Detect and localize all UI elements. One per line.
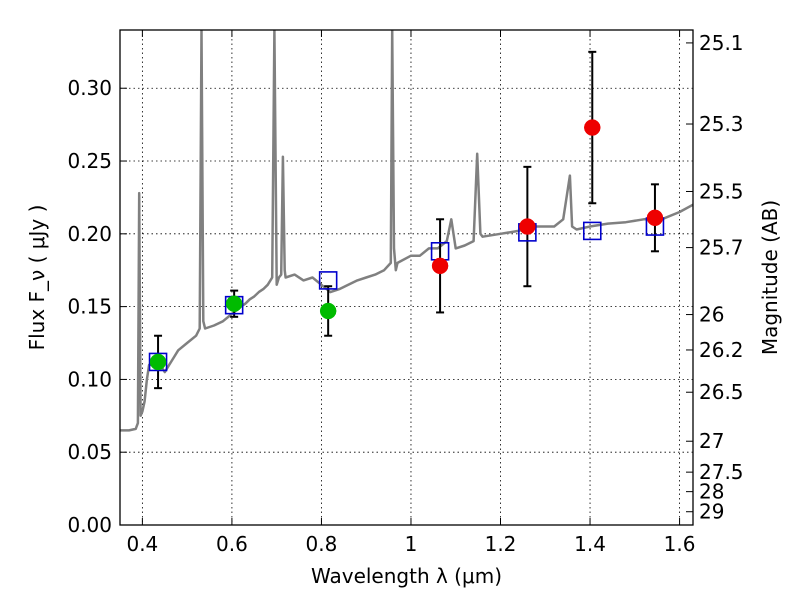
tick-layer: 0.4 0.6 0.8 1 1.2 1.4 1.6 0.00 0.05 0.10 0.15 0.20 0… — [67, 30, 744, 556]
x-tick-label: 1.2 — [485, 532, 517, 556]
y-tick-label: 0.10 — [67, 367, 112, 391]
y-tick-label: 0.00 — [67, 513, 112, 537]
right-tick-label: 27 — [699, 429, 724, 453]
observed-point — [149, 353, 167, 371]
errorbar-layer — [154, 50, 659, 390]
spectrum-layer — [120, 30, 693, 432]
right-tick-label: 27.5 — [699, 460, 744, 484]
plot-frame — [119, 29, 694, 526]
observed-point — [225, 295, 243, 312]
spectrum-line — [120, 30, 693, 432]
x-tick-label: 0.6 — [216, 532, 248, 556]
observed-point — [646, 209, 664, 227]
y-tick-label: 0.05 — [67, 440, 112, 464]
observed-point — [519, 218, 536, 235]
right-tick-label: 28 — [699, 480, 724, 504]
right-tick-label: 26 — [699, 303, 724, 327]
y-tick-label: 0.20 — [67, 222, 112, 246]
x-tick-label: 0.8 — [306, 532, 338, 556]
observed-point — [431, 257, 449, 275]
y-tick-label: 0.30 — [67, 76, 112, 100]
x-tick-label: 1.4 — [574, 532, 606, 556]
x-tick-label: 0.4 — [126, 532, 158, 556]
grid-lines — [120, 30, 693, 526]
right-tick-label: 25.7 — [699, 236, 744, 260]
y-tick-label: 0.15 — [67, 295, 112, 319]
right-tick-label: 29 — [699, 500, 724, 524]
right-tick-label: 25.1 — [699, 31, 744, 55]
model-point — [318, 271, 338, 290]
x-axis-label: Wavelength λ (μm) — [311, 564, 502, 588]
marker-layer — [148, 119, 665, 372]
right-tick-label: 25.3 — [699, 112, 744, 136]
y-axis-label: Flux F_ν ( μJy ) — [25, 205, 49, 351]
observed-point — [319, 302, 337, 320]
model-point — [148, 352, 168, 372]
x-tick-label: 1.6 — [664, 532, 696, 556]
x-tick-label: 1 — [405, 532, 418, 556]
y-tick-label: 0.25 — [67, 149, 112, 173]
observed-point — [584, 119, 601, 136]
right-tick-label: 25.5 — [699, 179, 744, 203]
right-tick-label: 26.2 — [699, 338, 744, 362]
right-axis-label: Magnitude (AB) — [758, 200, 782, 355]
right-tick-label: 26.5 — [699, 380, 744, 404]
model-point — [582, 221, 602, 241]
